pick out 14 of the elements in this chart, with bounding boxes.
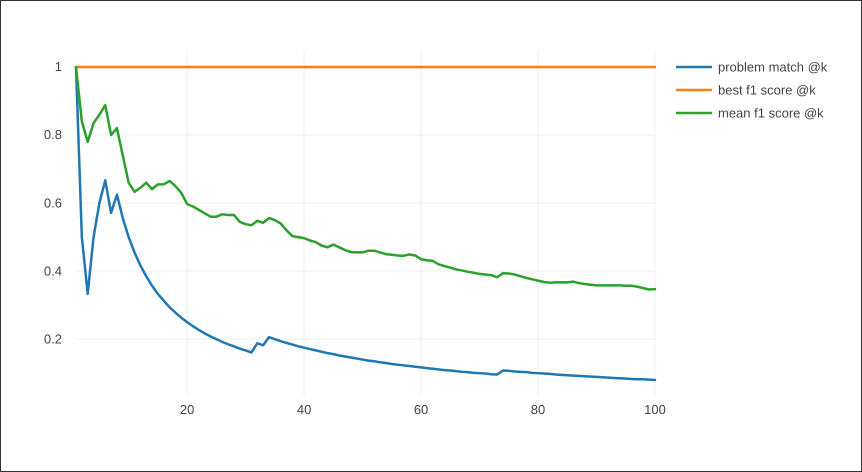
y-tick-label: 1 — [54, 59, 62, 74]
y-tick-label: 0.4 — [44, 263, 62, 278]
legend-label: best f1 score @k — [718, 82, 816, 98]
legend-label: problem match @k — [718, 60, 828, 75]
y-tick-label: 0.8 — [44, 127, 62, 142]
legend-label: mean f1 score @k — [718, 106, 824, 121]
y-tick-label: 0.2 — [44, 331, 62, 346]
x-tick-label: 40 — [296, 402, 312, 418]
x-tick-label: 60 — [414, 402, 428, 418]
line-series — [74, 66, 656, 291]
x-tick-label: 20 — [180, 402, 194, 418]
y-tick-label: 0.6 — [44, 195, 62, 210]
x-tick-label: 100 — [644, 402, 666, 418]
x-tick-label: 80 — [530, 402, 546, 418]
